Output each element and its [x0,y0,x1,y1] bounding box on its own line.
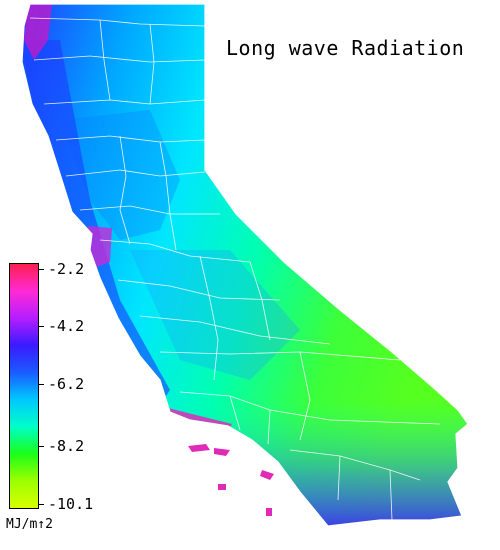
legend-label: -4.2 [48,317,85,335]
map-title: Long wave Radiation [226,36,465,60]
county-boundaries [29,17,441,521]
legend-tick [39,504,44,505]
legend-tick [39,326,44,327]
channel-islands [188,444,274,516]
legend-label: -8.2 [48,437,85,455]
legend-tick [39,446,44,447]
california-fill [21,3,469,527]
legend-tick [39,269,44,270]
legend-label: -6.2 [48,375,85,393]
color-scale-bar [9,263,39,509]
legend-label: -10.1 [48,495,94,513]
legend-units: MJ/m↑2 [6,517,53,532]
legend-tick [39,384,44,385]
legend-label: -2.2 [48,260,85,278]
